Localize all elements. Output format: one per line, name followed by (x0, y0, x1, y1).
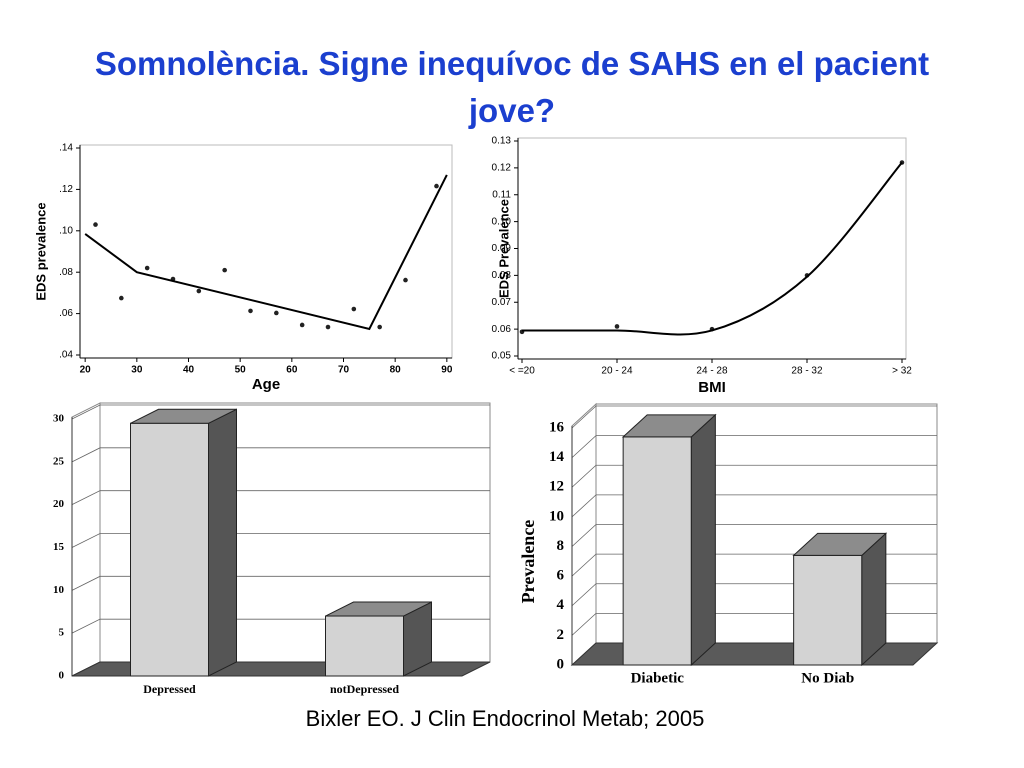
citation: Bixler EO. J Clin Endocrinol Metab; 2005 (305, 706, 705, 731)
data-point (403, 277, 408, 283)
x-tick-label: 28 - 32 (791, 366, 823, 377)
y-tick-label: 6 (557, 568, 565, 584)
fit-line (521, 161, 903, 336)
y-tick-label: .14 (59, 143, 73, 154)
x-tick-label: 70 (338, 365, 350, 376)
y-tick-label: 16 (549, 419, 565, 435)
y-axis-label: EDS prevalence (33, 202, 48, 300)
y-tick-label: .06 (59, 308, 73, 319)
data-point (614, 324, 620, 329)
y-tick-label: .08 (59, 267, 73, 278)
bar-side (861, 532, 887, 667)
y-tick-label: 4 (557, 597, 565, 613)
x-tick-label: No Diab (801, 670, 854, 686)
data-point (434, 183, 439, 189)
x-tick-label: 40 (183, 365, 195, 376)
y-tick-label: 0.06 (492, 324, 512, 335)
y-tick-label: 0.11 (492, 189, 511, 200)
grid-line (71, 447, 490, 463)
y-tick-label: 30 (53, 413, 65, 425)
slide-title: Somnolència. Signe inequívoc de SAHS en … (94, 45, 930, 129)
x-tick-label: 80 (390, 365, 402, 376)
plot-frame (517, 137, 907, 360)
data-point (93, 222, 98, 227)
x-tick-label: Diabetic (631, 670, 685, 686)
y-tick-label: 2 (557, 627, 565, 643)
bar-top (130, 408, 237, 424)
data-point (248, 308, 253, 314)
grid-line (71, 490, 490, 506)
side-wall (71, 402, 101, 677)
y-tick-label: 0.05 (492, 351, 512, 362)
grid-line (571, 405, 937, 429)
data-point (196, 288, 202, 294)
y-tick-label: 25 (53, 455, 65, 467)
bar-front (793, 554, 863, 666)
data-point (299, 322, 305, 328)
bar-top (792, 532, 888, 556)
x-tick-label: < =20 (509, 366, 535, 377)
y-tick-label: 0.12 (492, 163, 512, 174)
x-tick-label: > 32 (892, 366, 912, 377)
data-point (377, 324, 382, 330)
bar-front (130, 422, 209, 677)
y-tick-label: 15 (53, 541, 65, 553)
data-point (144, 265, 150, 271)
grid-line (71, 533, 490, 548)
x-tick-label: notDepressed (330, 682, 399, 696)
y-tick-label: 12 (549, 479, 564, 495)
bar-front (325, 615, 404, 677)
y-tick-label: 0 (59, 670, 65, 682)
y-tick-label: 10 (549, 508, 564, 524)
data-point (325, 324, 331, 330)
y-tick-label: 10 (53, 584, 65, 596)
x-tick-label: 20 - 24 (601, 366, 633, 377)
x-tick-label: 20 (80, 365, 92, 376)
bar-top (621, 414, 717, 438)
data-point (274, 310, 279, 316)
bar-front (622, 436, 692, 666)
x-tick-label: 90 (441, 365, 453, 376)
y-tick-label: .10 (59, 225, 73, 236)
bar-side (690, 413, 716, 667)
grid-line (571, 435, 937, 458)
grid-line (571, 494, 937, 518)
y-tick-label: 0.09 (492, 243, 512, 254)
y-tick-label: 0.13 (492, 136, 512, 147)
y-tick-label: 14 (549, 449, 565, 465)
y-tick-label: 5 (59, 627, 65, 639)
data-point (222, 267, 227, 273)
y-tick-label: .12 (59, 184, 73, 195)
y-tick-label: 20 (53, 498, 65, 510)
x-tick-label: 60 (286, 365, 298, 376)
bar-side (208, 408, 237, 677)
x-tick-label: 30 (131, 365, 143, 376)
y-axis-label: EDS Prevalence (496, 199, 511, 298)
y-axis-label: Prevalence (518, 520, 538, 604)
grid-line (571, 464, 937, 488)
x-axis-label: Age (252, 376, 280, 393)
x-tick-label: 24 - 28 (696, 366, 728, 377)
y-tick-label: 8 (557, 538, 565, 554)
y-tick-label: 0 (557, 656, 565, 672)
y-tick-label: .04 (59, 350, 73, 361)
side-wall (571, 402, 597, 667)
data-point (351, 306, 357, 312)
x-tick-label: 50 (235, 365, 247, 376)
x-axis-label: BMI (698, 379, 726, 396)
grid-line (571, 524, 937, 547)
y-tick-label: 0.10 (492, 216, 512, 227)
y-tick-label: 0.08 (492, 270, 512, 281)
fit-line (84, 174, 448, 331)
grid-line (71, 404, 490, 420)
y-tick-label: 0.07 (492, 297, 512, 308)
bar-top (325, 601, 432, 617)
data-point (119, 295, 124, 301)
x-tick-label: Depressed (143, 682, 196, 696)
grid-line (71, 575, 490, 591)
plot-frame (79, 144, 453, 359)
